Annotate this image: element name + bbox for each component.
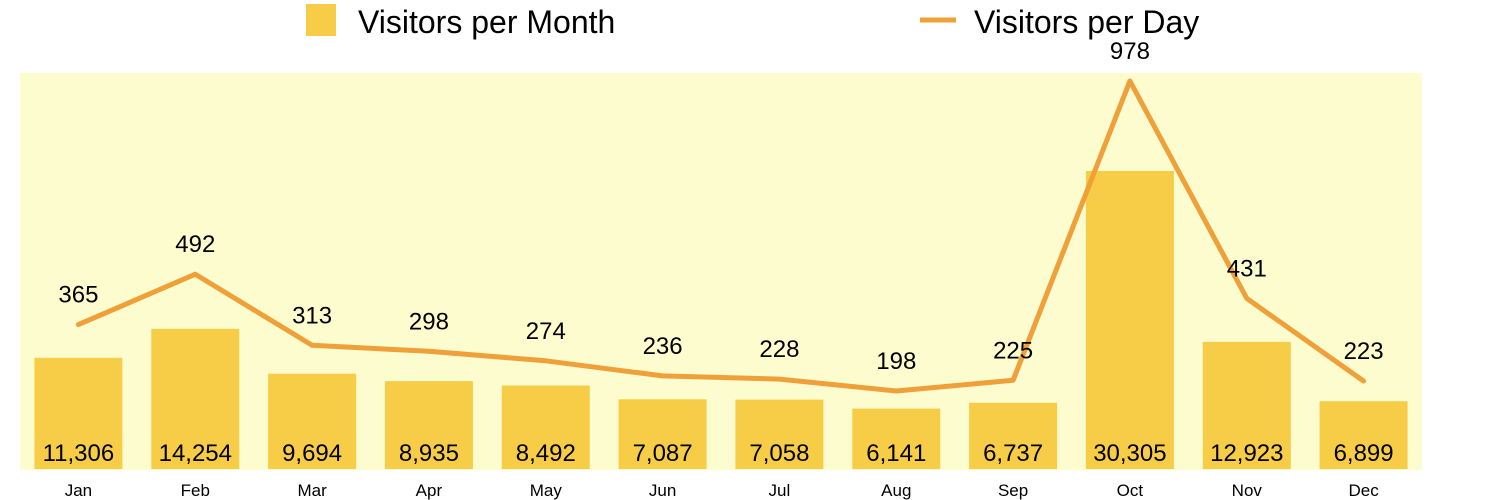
- bar-label-mar: 9,694: [282, 440, 342, 467]
- bar-label-nov: 12,923: [1210, 440, 1283, 467]
- bar-label-apr: 8,935: [399, 440, 459, 467]
- x-tick-sep: Sep: [998, 481, 1028, 500]
- x-tick-feb: Feb: [181, 481, 210, 500]
- bar-sep: [969, 402, 1058, 469]
- x-tick-jan: Jan: [65, 481, 92, 500]
- point-label-sep: 225: [993, 337, 1033, 364]
- bar-may: [501, 385, 590, 469]
- bar-jan: [34, 357, 123, 469]
- point-label-jun: 236: [643, 333, 683, 360]
- bars-visitors-per-month: [34, 171, 1408, 469]
- bar-label-dec: 6,899: [1334, 440, 1394, 467]
- point-label-may: 274: [526, 318, 566, 345]
- bar-oct: [1085, 171, 1174, 469]
- x-tick-apr: Apr: [416, 481, 443, 500]
- x-tick-oct: Oct: [1117, 481, 1144, 500]
- bar-jul: [735, 399, 824, 469]
- x-tick-dec: Dec: [1348, 481, 1379, 500]
- line-visitors-per-day: [75, 78, 1367, 394]
- point-label-nov: 431: [1227, 255, 1267, 282]
- legend: Visitors per Month Visitors per Day: [306, 4, 1199, 40]
- plot-area: [20, 73, 1422, 470]
- bar-aug: [852, 408, 941, 469]
- point-label-dec: 223: [1344, 338, 1384, 365]
- bar-label-jul: 7,058: [749, 440, 809, 467]
- legend-label-visitors-per-day: Visitors per Day: [974, 4, 1199, 40]
- bar-nov: [1202, 341, 1291, 469]
- bar-label-jun: 7,087: [633, 440, 693, 467]
- bar-label-oct: 30,305: [1093, 440, 1166, 467]
- x-tick-jun: Jun: [649, 481, 676, 500]
- point-label-jan: 365: [58, 282, 98, 309]
- bar-data-labels: 11,306 14,254 9,694 8,935 8,492 7,087 7,058 6,1…: [43, 440, 1394, 467]
- point-label-mar: 313: [292, 302, 332, 329]
- point-label-aug: 198: [876, 348, 916, 375]
- bar-label-aug: 6,141: [866, 440, 926, 467]
- point-label-jul: 228: [759, 336, 799, 363]
- bar-mar: [268, 373, 357, 469]
- legend-swatch-visitors-per-month: [306, 4, 336, 36]
- bar-label-jan: 11,306: [43, 440, 115, 467]
- bar-label-sep: 6,737: [983, 440, 1043, 467]
- x-tick-may: May: [530, 481, 563, 500]
- point-label-feb: 492: [175, 231, 215, 258]
- bar-dec: [1319, 401, 1408, 469]
- point-label-oct: 978: [1110, 38, 1150, 65]
- bar-jun: [618, 399, 707, 469]
- bar-feb: [151, 328, 240, 469]
- bar-label-feb: 14,254: [159, 440, 232, 467]
- x-tick-aug: Aug: [881, 481, 911, 500]
- x-axis-tick-labels: Jan Feb Mar Apr May Jun Jul Aug Sep Oct Nov Dec: [65, 481, 1380, 500]
- legend-label-visitors-per-month: Visitors per Month: [358, 4, 615, 40]
- x-tick-mar: Mar: [297, 481, 327, 500]
- line-data-labels: 365 492 313 298 274 236 228 198 225 978 431 223: [58, 38, 1383, 375]
- x-tick-jul: Jul: [769, 481, 791, 500]
- bar-label-may: 8,492: [516, 440, 576, 467]
- bar-apr: [384, 381, 473, 469]
- x-tick-nov: Nov: [1232, 481, 1263, 500]
- point-label-apr: 298: [409, 308, 449, 335]
